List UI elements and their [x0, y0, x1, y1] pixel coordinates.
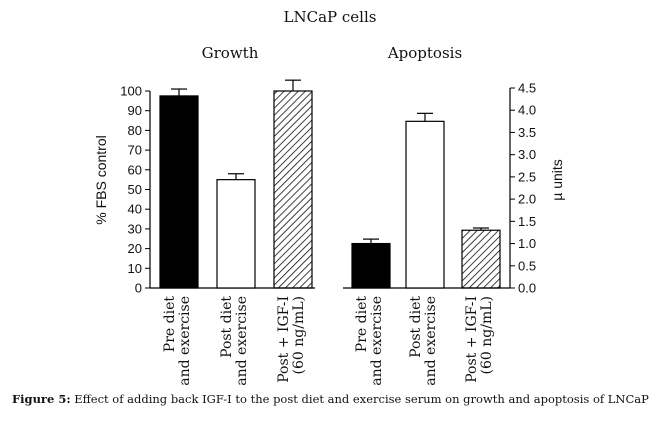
- growth-category-label-line: and exercise: [234, 296, 250, 386]
- apoptosis-y-tick-label: 0.5: [518, 258, 536, 273]
- growth-y-tick-label: 60: [128, 162, 142, 177]
- apoptosis-category-label: Pre diet and exercise: [354, 296, 385, 386]
- growth-y-tick-label: 10: [128, 261, 142, 276]
- apoptosis-category-label-line: Post diet: [408, 296, 424, 358]
- growth-bar: [159, 95, 199, 289]
- growth-y-tick-label: 20: [128, 241, 142, 256]
- apoptosis-y-tick-label: 0.0: [518, 281, 536, 296]
- apoptosis-y-tick-label: 3.5: [518, 125, 536, 140]
- figure-supertitle: LNCaP cells: [284, 8, 377, 26]
- apoptosis-category-label-line: and exercise: [369, 296, 385, 386]
- apoptosis-y-tick-label: 4.0: [518, 103, 536, 118]
- apoptosis-y-tick-label: 2.0: [518, 192, 536, 207]
- apoptosis-category-label-line: and exercise: [423, 296, 439, 386]
- apoptosis-category-label-line: (60 ng/mL): [479, 296, 495, 374]
- growth-y-tick-label: 70: [128, 143, 142, 158]
- growth-y-tick-label: 30: [128, 221, 142, 236]
- apoptosis-bar: [405, 120, 445, 289]
- growth-category-label: Post + IGF-I (60 ng/mL): [276, 296, 307, 383]
- growth-category-label-line: Pre diet: [162, 296, 178, 353]
- growth-y-axis-label: % FBS control: [93, 135, 109, 224]
- apoptosis-category-label-line: Post + IGF-I: [464, 296, 480, 383]
- growth-y-tick-label: 50: [128, 182, 142, 197]
- apoptosis-category-label: Post diet and exercise: [408, 296, 439, 386]
- growth-category-label: Post diet and exercise: [219, 296, 250, 386]
- growth-y-tick-label: 100: [120, 84, 142, 99]
- growth-category-label-line: Post + IGF-I: [276, 296, 292, 383]
- apoptosis-panel-title: Apoptosis: [387, 44, 462, 62]
- growth-bar: [273, 90, 313, 289]
- figure-caption-label: Figure 5:: [12, 392, 71, 406]
- growth-category-label-line: Post diet: [219, 296, 235, 358]
- growth-category-label: Pre diet and exercise: [162, 296, 193, 386]
- apoptosis-y-tick-label: 1.5: [518, 214, 536, 229]
- growth-category-label-line: (60 ng/mL): [291, 296, 307, 374]
- growth-category-label-line: and exercise: [177, 296, 193, 386]
- apoptosis-bar: [461, 229, 501, 289]
- apoptosis-y-axis-label: µ units: [549, 159, 565, 201]
- growth-y-tick-label: 40: [128, 202, 142, 217]
- growth-bar: [216, 179, 256, 289]
- growth-panel-title: Growth: [202, 44, 259, 62]
- apoptosis-y-tick-label: 3.0: [518, 147, 536, 162]
- apoptosis-y-tick-label: 4.5: [518, 81, 536, 96]
- apoptosis-category-label: Post + IGF-I (60 ng/mL): [464, 296, 495, 383]
- growth-y-tick-label: 80: [128, 123, 142, 138]
- apoptosis-bar: [351, 242, 391, 289]
- figure-caption: Figure 5: Effect of adding back IGF-I to…: [12, 392, 652, 407]
- apoptosis-category-label-line: Pre diet: [354, 296, 370, 353]
- figure-caption-text: Effect of adding back IGF-I to the post …: [74, 392, 652, 406]
- apoptosis-y-tick-label: 1.0: [518, 236, 536, 251]
- apoptosis-y-tick-label: 2.5: [518, 169, 536, 184]
- growth-y-tick-label: 90: [128, 103, 142, 118]
- growth-y-tick-label: 0: [135, 281, 142, 296]
